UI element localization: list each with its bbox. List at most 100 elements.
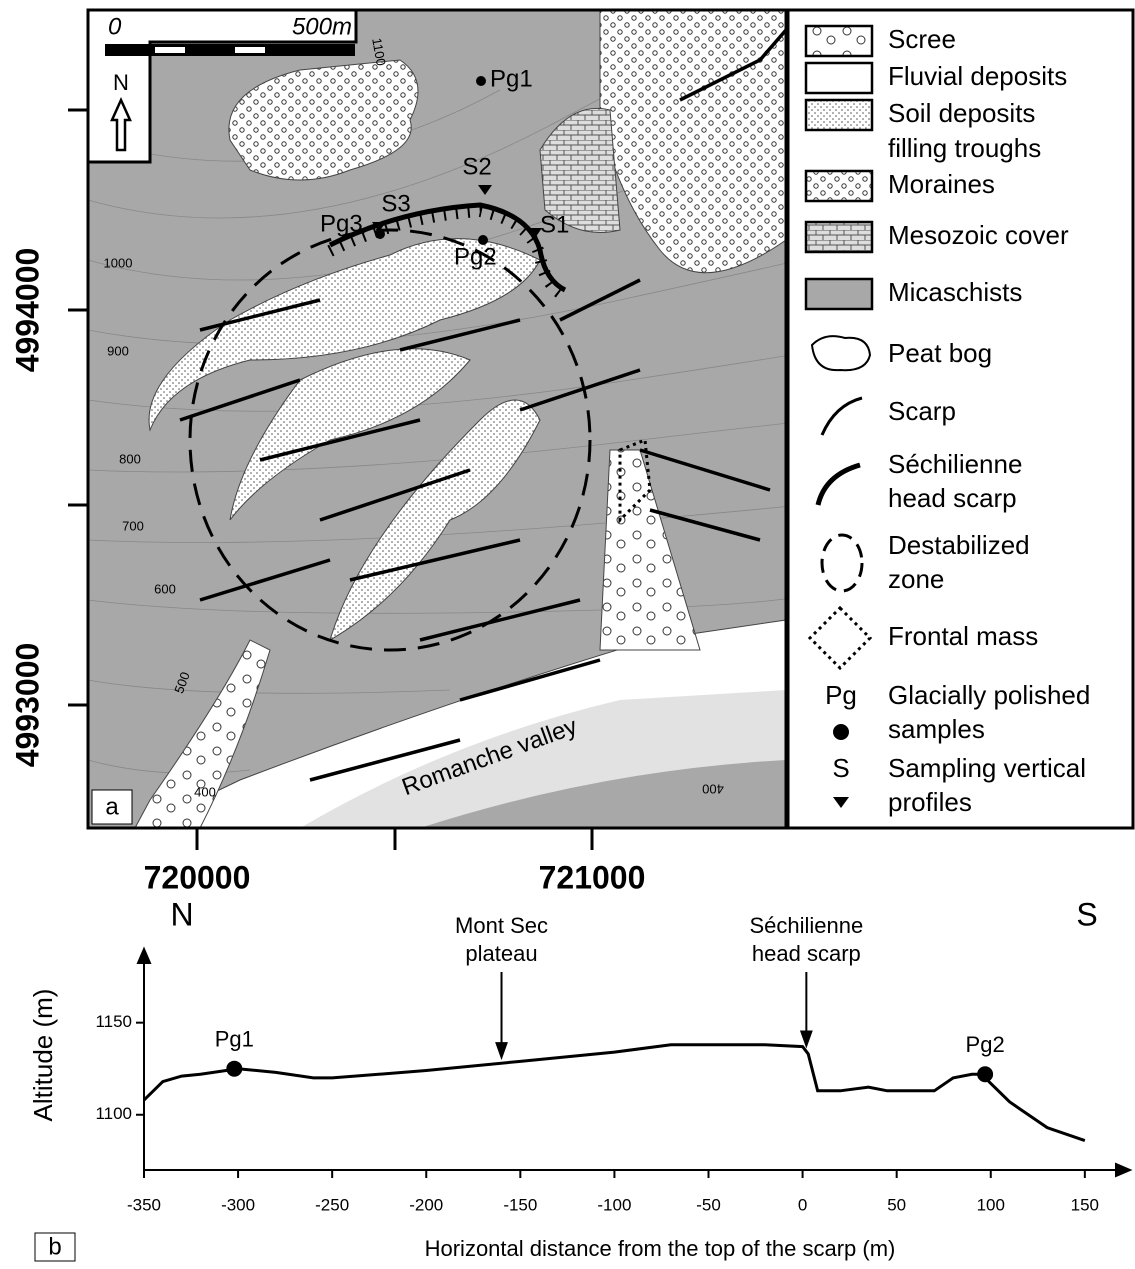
- panel-label: b: [48, 1233, 61, 1260]
- place-label: Pg2: [454, 243, 497, 270]
- contour-label: 400: [194, 784, 216, 799]
- scree: [599, 449, 701, 651]
- legend-label: Mesozoic cover: [888, 220, 1069, 250]
- frontal-mass: [618, 437, 652, 524]
- scale-box: [86, 8, 358, 164]
- annotation: head scarp: [752, 941, 861, 966]
- profile-marker: [372, 222, 386, 232]
- legend-label: head scarp: [888, 483, 1017, 513]
- legend-label: Moraines: [888, 169, 995, 199]
- legend-swatch: [804, 169, 874, 203]
- y-coordinate: 4993000: [9, 643, 45, 768]
- scale-label: 0: [108, 13, 122, 40]
- sample-point: [226, 1060, 243, 1077]
- map-border: [86, 8, 788, 830]
- moraine: [228, 59, 419, 181]
- legend-box: [786, 8, 1135, 830]
- destabilized-zone: [188, 228, 592, 652]
- legend-swatch: [807, 605, 873, 671]
- north-arrow: [110, 96, 132, 152]
- contour-label: 900: [107, 343, 129, 358]
- annotation: Mont Sec: [455, 913, 548, 938]
- place-label: Pg3: [320, 210, 363, 237]
- legend-label: Glacially polished: [888, 680, 1090, 710]
- legend-label: Destabilized: [888, 530, 1030, 560]
- sample-point: [478, 235, 488, 245]
- y-axis: [136, 946, 152, 1170]
- legend-swatch: [815, 462, 861, 506]
- river: [300, 690, 786, 828]
- x-axis-title: Horizontal distance from the top of the …: [425, 1236, 896, 1261]
- annotation: plateau: [465, 941, 537, 966]
- panel-label: a: [105, 793, 119, 820]
- point-label: Pg1: [215, 1027, 254, 1052]
- x-tick-label: -200: [409, 1195, 443, 1214]
- x-tick-label: -250: [315, 1195, 349, 1214]
- legend-label: samples: [888, 714, 985, 744]
- profile: [34, 1232, 76, 1262]
- legend-label: Frontal mass: [888, 621, 1038, 651]
- x-coordinate: 721000: [539, 859, 646, 895]
- legend: [786, 8, 1135, 830]
- direction-label: N: [170, 896, 193, 932]
- legend-swatch: [810, 335, 872, 372]
- legend-label: Fluvial deposits: [888, 61, 1067, 91]
- scarps: [179, 28, 788, 782]
- profile-marker: [528, 228, 542, 238]
- x-tick-label: 0: [798, 1195, 807, 1214]
- contour-label: 600: [154, 581, 176, 596]
- legend-label: filling troughs: [888, 133, 1041, 163]
- legend-symbol: Pg: [825, 680, 857, 710]
- annotation-arrow: [799, 972, 813, 1049]
- place-label: S3: [381, 190, 410, 217]
- mesozoic-cover: [539, 107, 621, 233]
- legend-swatch: [804, 220, 874, 254]
- x-tick-label: -150: [503, 1195, 537, 1214]
- contour-label: 700: [122, 518, 144, 533]
- place-label: Pg1: [490, 65, 533, 92]
- legend-label: Scree: [888, 24, 956, 54]
- contour-label: 1000: [104, 255, 133, 270]
- legend-symbol: S: [832, 753, 849, 783]
- map-ticks: [68, 108, 594, 850]
- north-label: N: [113, 70, 129, 95]
- annotation: Séchilienne: [749, 913, 863, 938]
- x-tick-label: -100: [597, 1195, 631, 1214]
- legend-label: Soil deposits: [888, 98, 1035, 128]
- legend-label: Peat bog: [888, 338, 992, 368]
- x-tick-label: -350: [127, 1195, 161, 1214]
- legend-label: Scarp: [888, 396, 956, 426]
- scale-bar-gap: [235, 47, 265, 53]
- legend-swatch: [833, 797, 849, 808]
- legend-label: profiles: [888, 787, 972, 817]
- head-scarp-ticks: [327, 204, 569, 302]
- sample-point: [977, 1066, 994, 1083]
- legend-swatch: [833, 724, 849, 740]
- legend-label: Sampling vertical: [888, 753, 1086, 783]
- soil-deposits: [329, 399, 541, 642]
- x-tick-label: 100: [977, 1195, 1005, 1214]
- legend-swatch: [804, 98, 874, 132]
- place-label: S1: [540, 211, 569, 238]
- contour-label: 800: [119, 451, 141, 466]
- x-tick-label: 150: [1071, 1195, 1099, 1214]
- legend-label: Micaschists: [888, 277, 1022, 307]
- legend-swatch: [820, 533, 864, 593]
- scale-bar: [105, 44, 355, 56]
- head-scarp: [328, 202, 567, 293]
- y-axis-title: Altitude (m): [28, 989, 58, 1122]
- x-tick-label: 50: [887, 1195, 906, 1214]
- direction-label: S: [1076, 896, 1097, 932]
- panel-box: [91, 789, 133, 825]
- legend-swatch: [820, 396, 863, 436]
- y-coordinate: 4994000: [9, 248, 45, 373]
- legend-label: Séchilienne: [888, 449, 1022, 479]
- legend-label: zone: [888, 564, 944, 594]
- y-tick-label: 1100: [95, 1104, 132, 1123]
- contour-label: 400: [702, 782, 724, 797]
- scale-bar-gap: [155, 47, 185, 53]
- legend-swatch: [804, 61, 874, 95]
- y-tick-label: 1150: [95, 1012, 132, 1031]
- contour-label: 500: [171, 670, 193, 696]
